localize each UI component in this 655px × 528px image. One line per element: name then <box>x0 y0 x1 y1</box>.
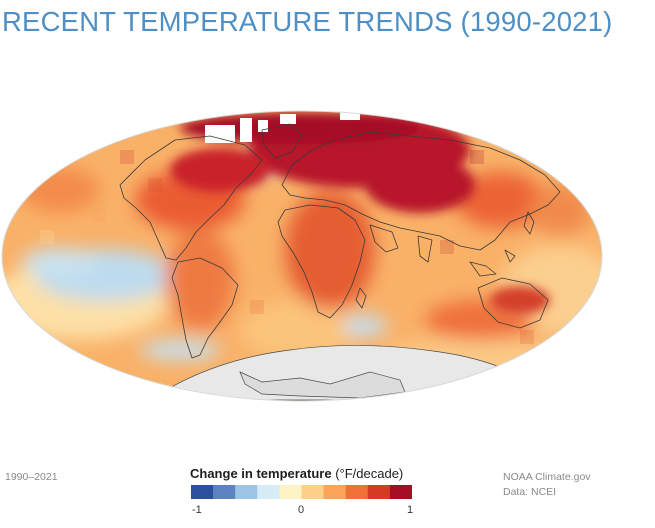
greenland-outline <box>261 123 303 159</box>
legend-swatch <box>389 485 412 499</box>
legend-swatch <box>367 485 391 499</box>
legend-swatch <box>323 485 347 499</box>
africa-outline <box>277 204 366 319</box>
legend-min-label: -1 <box>192 504 202 516</box>
legend-swatch <box>279 485 302 499</box>
legend-swatch <box>257 485 280 499</box>
legend-max-label: 1 <box>407 504 414 516</box>
legend-swatch <box>191 485 214 499</box>
legend-color-bar <box>191 485 412 499</box>
legend-mid-label: 0 <box>298 504 305 516</box>
legend-title-unit: (°F/decade) <box>331 466 404 481</box>
legend-swatch <box>213 485 236 499</box>
legend-swatch <box>235 485 258 499</box>
map-title: RECENT TEMPERATURE TRENDS (1990-2021) <box>2 6 613 37</box>
globe-outline <box>1 110 603 402</box>
credit-data: Data: NCEI <box>503 486 557 498</box>
period-label: 1990–2021 <box>5 471 58 483</box>
legend-title-main: Change in temperature <box>190 466 332 481</box>
globe-surface <box>2 111 602 401</box>
legend-title: Change in temperature (°F/decade) <box>190 466 420 481</box>
legend-swatch <box>345 485 369 499</box>
grid-cell-texture <box>40 150 534 344</box>
eurasia-outline <box>281 131 561 251</box>
australia-outline <box>477 277 549 329</box>
north-america-outline <box>119 135 263 261</box>
legend-swatch <box>301 485 325 499</box>
credit-block: NOAA Climate.gov Data: NCEI <box>503 470 591 500</box>
south-america-outline <box>171 257 239 359</box>
credit-source: NOAA Climate.gov <box>503 471 591 483</box>
coastlines <box>119 123 561 359</box>
